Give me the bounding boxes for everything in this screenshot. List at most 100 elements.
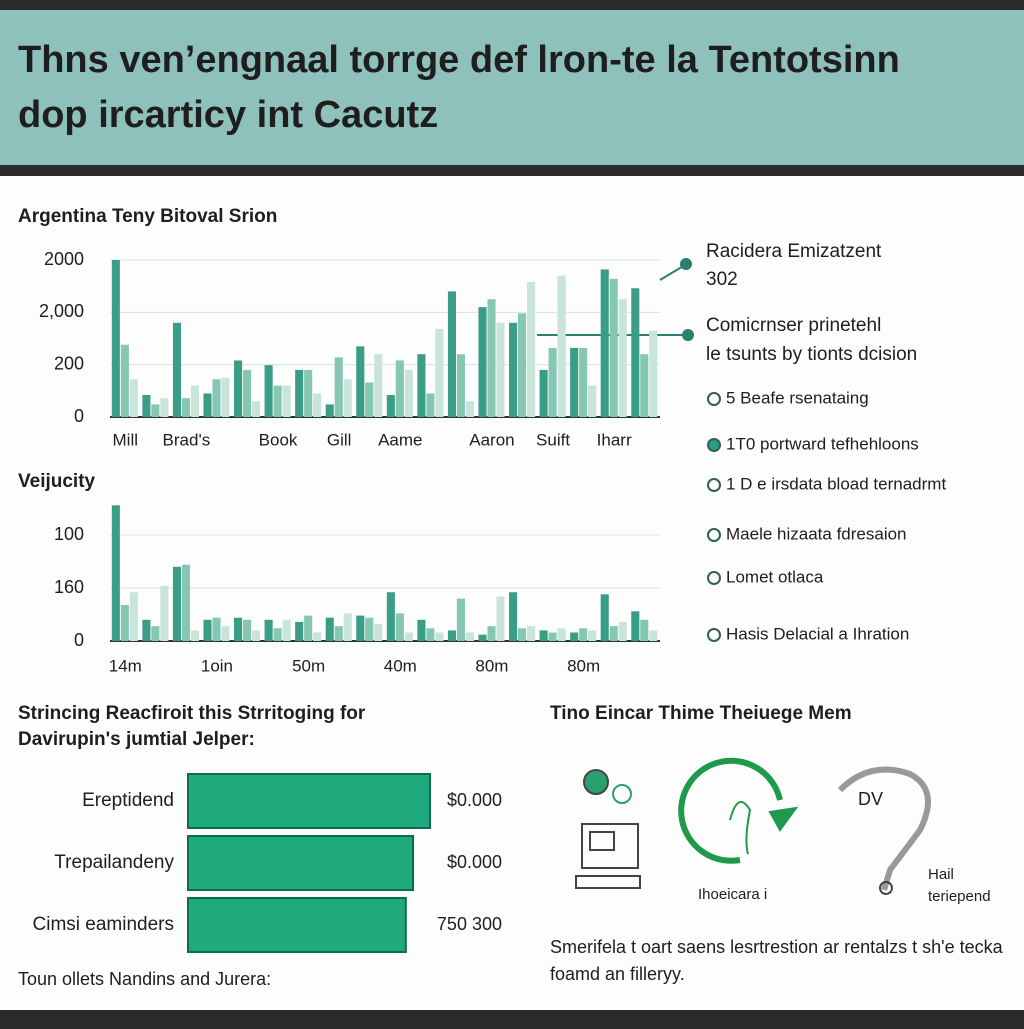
bar (313, 632, 322, 641)
bar (386, 395, 395, 417)
bar (518, 628, 527, 641)
bar (404, 632, 413, 641)
x-tick-label: Brad's (163, 430, 211, 449)
bar (526, 281, 536, 417)
bar (304, 615, 313, 641)
bar (181, 564, 190, 641)
x-tick-label: Mill (113, 430, 139, 449)
legend-marker (707, 528, 721, 542)
bar (631, 288, 640, 417)
bar (129, 379, 138, 417)
x-tick-label: 80m (475, 656, 508, 675)
icon-label: Hail (928, 866, 954, 883)
bar (251, 401, 261, 417)
bar (187, 773, 431, 829)
legend-marker (707, 478, 721, 492)
bar (129, 592, 138, 641)
bar (509, 322, 518, 417)
bar (111, 260, 120, 417)
category-label: Trepailandeny (54, 852, 174, 873)
legend-item: Lomet otlaca (726, 567, 824, 586)
bar (343, 613, 352, 641)
icons (575, 757, 931, 895)
bar (579, 628, 588, 641)
bar (273, 385, 282, 417)
bar (618, 621, 627, 641)
bar (631, 611, 640, 641)
callout: Comicrnser prinetehl (706, 315, 881, 336)
callout: Racidera Emizatzent (706, 241, 882, 262)
bar (304, 369, 313, 417)
value-label: $0.000 (447, 852, 502, 872)
bar (325, 617, 334, 641)
bar (496, 596, 505, 641)
callout: 302 (706, 269, 738, 290)
chart-title: Argentina Teny Bitoval Srion (18, 206, 277, 227)
y-tick-label: 100 (54, 524, 84, 544)
bar (187, 897, 407, 953)
bar (417, 619, 426, 641)
bar (343, 379, 352, 417)
bar (600, 269, 609, 417)
bar (111, 505, 120, 641)
bar (203, 619, 212, 641)
y-tick-label: 2000 (44, 249, 84, 269)
connector (659, 264, 686, 281)
bar (374, 624, 383, 641)
bar (465, 632, 474, 641)
bar (570, 632, 579, 641)
bar (609, 278, 618, 417)
x-tick-label: Aaron (469, 430, 514, 449)
x-tick-label: 1oin (201, 656, 233, 675)
bar (426, 628, 435, 641)
y-tick-label: 0 (74, 630, 84, 650)
bar (234, 360, 243, 417)
bar (187, 835, 415, 891)
bar (579, 347, 588, 417)
bar (160, 398, 169, 417)
bar (395, 613, 404, 641)
bar (570, 347, 579, 417)
bar (465, 401, 474, 417)
caption: foamd an filleryy. (550, 964, 685, 984)
bar (142, 395, 151, 417)
bar (496, 322, 505, 417)
bar (374, 354, 383, 417)
bar (251, 630, 261, 641)
bar (640, 354, 649, 417)
bar (243, 369, 252, 417)
bar (151, 404, 160, 417)
bar (618, 299, 627, 417)
bar (526, 626, 536, 641)
bar (456, 354, 465, 417)
dot (682, 329, 694, 341)
legend-item: 5 Beafe rsenataing (726, 388, 869, 407)
bar (478, 634, 487, 641)
x-tick-label: 40m (384, 656, 417, 675)
legend-marker (707, 571, 721, 585)
bar (356, 615, 365, 641)
bar (518, 313, 527, 417)
bar (539, 630, 548, 641)
bar (600, 594, 609, 641)
bar (295, 621, 304, 641)
bar (282, 619, 291, 641)
value-label: $0.000 (447, 790, 502, 810)
bar (539, 369, 548, 417)
bar (588, 630, 597, 641)
dot (680, 258, 692, 270)
callout: le tsunts by tionts dcision (706, 344, 917, 365)
bar (181, 398, 190, 417)
bar (172, 566, 181, 641)
header (0, 10, 1024, 165)
bar (243, 619, 252, 641)
bar (548, 347, 557, 417)
bar (264, 619, 273, 641)
x-tick-label: 14m (109, 656, 142, 675)
bar (426, 393, 435, 417)
icon-label: teriepend (928, 888, 991, 905)
x-tick-label: 80m (567, 656, 600, 675)
title: Thns ven’engnaal torrge def lron-te la T… (18, 39, 900, 81)
bar (435, 632, 444, 641)
bar (640, 619, 649, 641)
